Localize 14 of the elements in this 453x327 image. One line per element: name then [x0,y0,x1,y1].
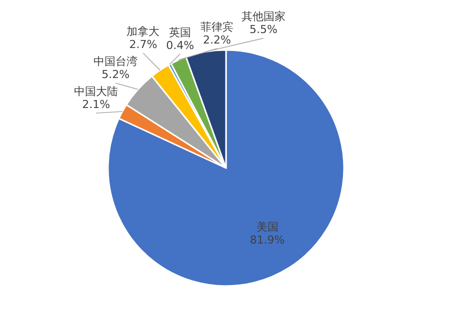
data-label: 0.4% [166,38,194,52]
data-label: 5.2% [102,68,130,82]
slice-label: 英国 [169,26,192,39]
data-label: 2.7% [129,38,158,52]
data-label: 2.2% [203,34,231,47]
data-label: 5.5% [250,23,278,36]
data-label: 81.9% [250,234,285,247]
data-label: 2.1% [82,98,110,112]
slice-label: 加拿大 [126,25,160,38]
slice-label: 其他国家 [241,10,286,24]
slice-label: 美国 [256,220,278,234]
slice-label: 菲律宾 [200,20,234,34]
slice-label: 中国大陆 [74,85,118,98]
slice-label: 中国台湾 [94,55,138,68]
